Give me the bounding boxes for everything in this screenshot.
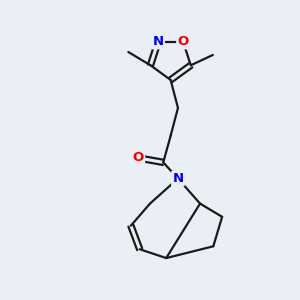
Text: N: N bbox=[153, 35, 164, 48]
Text: N: N bbox=[172, 172, 184, 185]
Text: O: O bbox=[133, 152, 144, 164]
Text: O: O bbox=[177, 35, 189, 48]
